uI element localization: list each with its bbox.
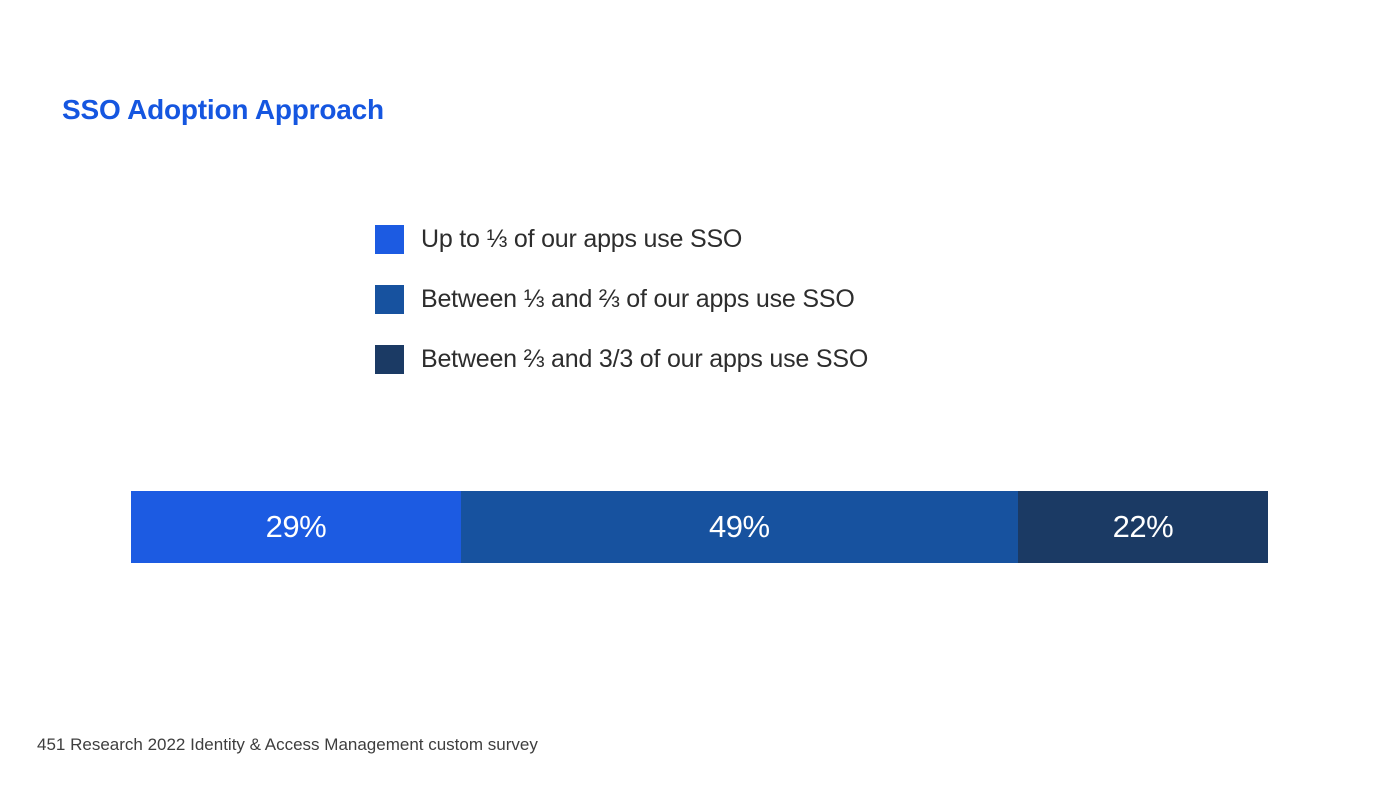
bar-segment-value: 22%	[1112, 509, 1174, 544]
chart-legend: Up to ⅓ of our apps use SSO Between ⅓ and…	[375, 224, 868, 374]
legend-swatch-icon	[375, 224, 404, 254]
bar-segment: 29%	[131, 491, 461, 563]
bar-segment: 49%	[460, 491, 1018, 563]
bar-segment: 22%	[1017, 491, 1268, 563]
legend-label: Between ⅔ and 3/3 of our apps use SSO	[421, 344, 869, 373]
bar-segment-value: 49%	[709, 509, 770, 544]
legend-item: Between ⅓ and ⅔ of our apps use SSO	[375, 284, 868, 314]
legend-item: Up to ⅓ of our apps use SSO	[375, 224, 868, 254]
legend-swatch-icon	[375, 284, 404, 314]
legend-label: Between ⅓ and ⅔ of our apps use SSO	[421, 284, 855, 313]
legend-label: Up to ⅓ of our apps use SSO	[421, 224, 743, 253]
legend-swatch-icon	[375, 344, 404, 374]
bar-segment-value: 29%	[265, 509, 327, 544]
page-title: SSO Adoption Approach	[62, 94, 384, 125]
stacked-bar-chart: 29% 49% 22%	[131, 491, 1268, 563]
source-note: 451 Research 2022 Identity & Access Mana…	[37, 735, 538, 754]
legend-item: Between ⅔ and 3/3 of our apps use SSO	[375, 344, 868, 374]
